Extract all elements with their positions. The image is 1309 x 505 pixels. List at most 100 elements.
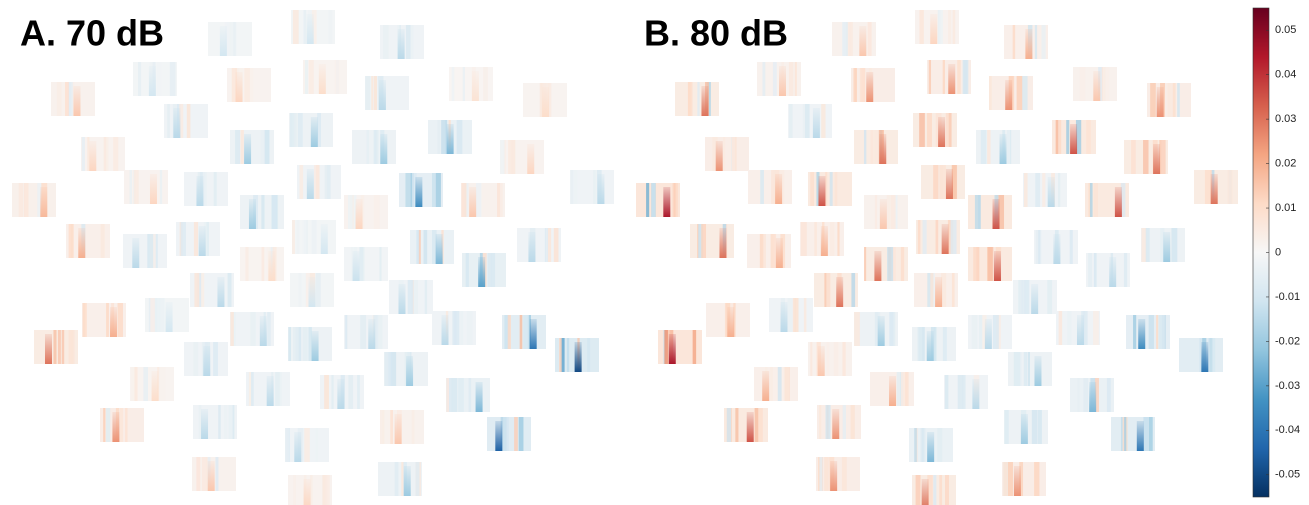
tile-stripe <box>309 60 314 94</box>
tile-stripe <box>181 222 186 256</box>
tile-stripe <box>412 410 415 444</box>
tile-stripe <box>244 68 249 102</box>
tile-stripe <box>199 405 202 439</box>
tile-stripe <box>302 220 306 254</box>
tile-peak <box>866 72 873 102</box>
tile-peak <box>1089 382 1096 412</box>
tile-peak <box>380 134 387 164</box>
tile-peak <box>776 238 783 268</box>
tile-stripe <box>674 183 676 217</box>
tile <box>864 247 908 281</box>
tile-stripe <box>1160 140 1166 174</box>
tile-background <box>675 82 719 116</box>
tile-background <box>12 183 56 217</box>
tile <box>297 165 341 199</box>
tile-stripe <box>914 428 917 462</box>
tile-stripe <box>1077 378 1080 412</box>
tile-stripe <box>834 342 839 376</box>
tile <box>851 68 895 102</box>
tile-stripe <box>1124 417 1126 451</box>
tile-stripe <box>652 183 656 217</box>
tile-stripe <box>571 170 573 204</box>
tile-peak <box>379 80 386 110</box>
tile <box>208 22 252 56</box>
tile <box>968 247 1012 281</box>
tile <box>832 22 876 56</box>
tile-stripe <box>519 417 524 451</box>
tile-peak <box>922 479 929 505</box>
tile-stripe <box>503 417 506 451</box>
tile-stripe <box>160 170 162 204</box>
tile-peak <box>1034 356 1041 386</box>
tile <box>817 405 861 439</box>
tile-stripe <box>1035 173 1040 207</box>
tile <box>240 247 284 281</box>
tile-stripe <box>138 62 141 96</box>
tile <box>944 375 988 409</box>
tile-stripe <box>261 195 264 229</box>
tile-stripe <box>288 327 291 361</box>
tile-stripe <box>1177 83 1180 117</box>
tile-stripe <box>1008 130 1010 164</box>
tile-stripe <box>514 417 518 451</box>
tile <box>227 68 271 102</box>
tile-stripe <box>758 408 763 442</box>
tile-stripe <box>446 378 449 412</box>
tile-stripe <box>1080 67 1085 101</box>
tile-stripe <box>1150 83 1156 117</box>
tile-stripe <box>860 68 865 102</box>
tile-stripe <box>819 405 821 439</box>
tile <box>1008 352 1052 386</box>
tile-stripe <box>512 140 516 174</box>
tile-stripe <box>377 315 382 349</box>
tile-peak <box>398 29 405 59</box>
tile-stripe <box>416 462 420 496</box>
tile-stripe <box>943 327 947 361</box>
tile <box>145 298 189 332</box>
tile-peak <box>1211 174 1218 204</box>
tile-stripe <box>19 183 24 217</box>
tile-stripe <box>1133 315 1136 349</box>
tile-stripe <box>945 375 948 409</box>
tile-peak <box>260 316 267 346</box>
tile-stripe <box>819 457 822 491</box>
tile <box>968 195 1012 229</box>
tile-stripe <box>483 67 488 101</box>
tile-peak <box>716 141 723 171</box>
tile-stripe <box>948 10 951 44</box>
tile-peak <box>307 14 314 44</box>
tile-stripe <box>103 408 105 442</box>
tile-stripe <box>868 22 872 56</box>
tile-peak <box>321 224 328 254</box>
tile <box>1070 378 1114 412</box>
tile-stripe <box>905 372 908 406</box>
tile <box>66 224 110 258</box>
tile-stripe <box>901 372 905 406</box>
tile-stripe <box>930 273 933 307</box>
tile-stripe <box>279 372 282 406</box>
tile <box>1056 311 1100 345</box>
tile-stripe <box>732 137 735 171</box>
tile <box>292 220 336 254</box>
tile-stripe <box>143 367 148 401</box>
tile-stripe <box>1093 311 1099 345</box>
tile-stripe <box>939 165 943 199</box>
tile-stripe <box>71 82 73 116</box>
tile-stripe <box>374 130 376 164</box>
tile-stripe <box>365 76 370 110</box>
tile-stripe <box>1056 120 1059 154</box>
tile-stripe <box>374 76 377 110</box>
tile <box>446 378 490 412</box>
colorbar-tick-label: 0.01 <box>1275 202 1296 214</box>
tile <box>320 375 364 409</box>
tile-peak <box>436 234 443 264</box>
tile <box>288 475 332 505</box>
tile-stripe <box>157 62 161 96</box>
tile-stripe <box>135 367 138 401</box>
tile-peak <box>132 238 139 268</box>
tile-stripe <box>843 405 846 439</box>
tile-stripe <box>160 367 166 401</box>
tile-stripe <box>851 405 855 439</box>
tile-stripe <box>272 195 277 229</box>
tile <box>389 280 433 314</box>
